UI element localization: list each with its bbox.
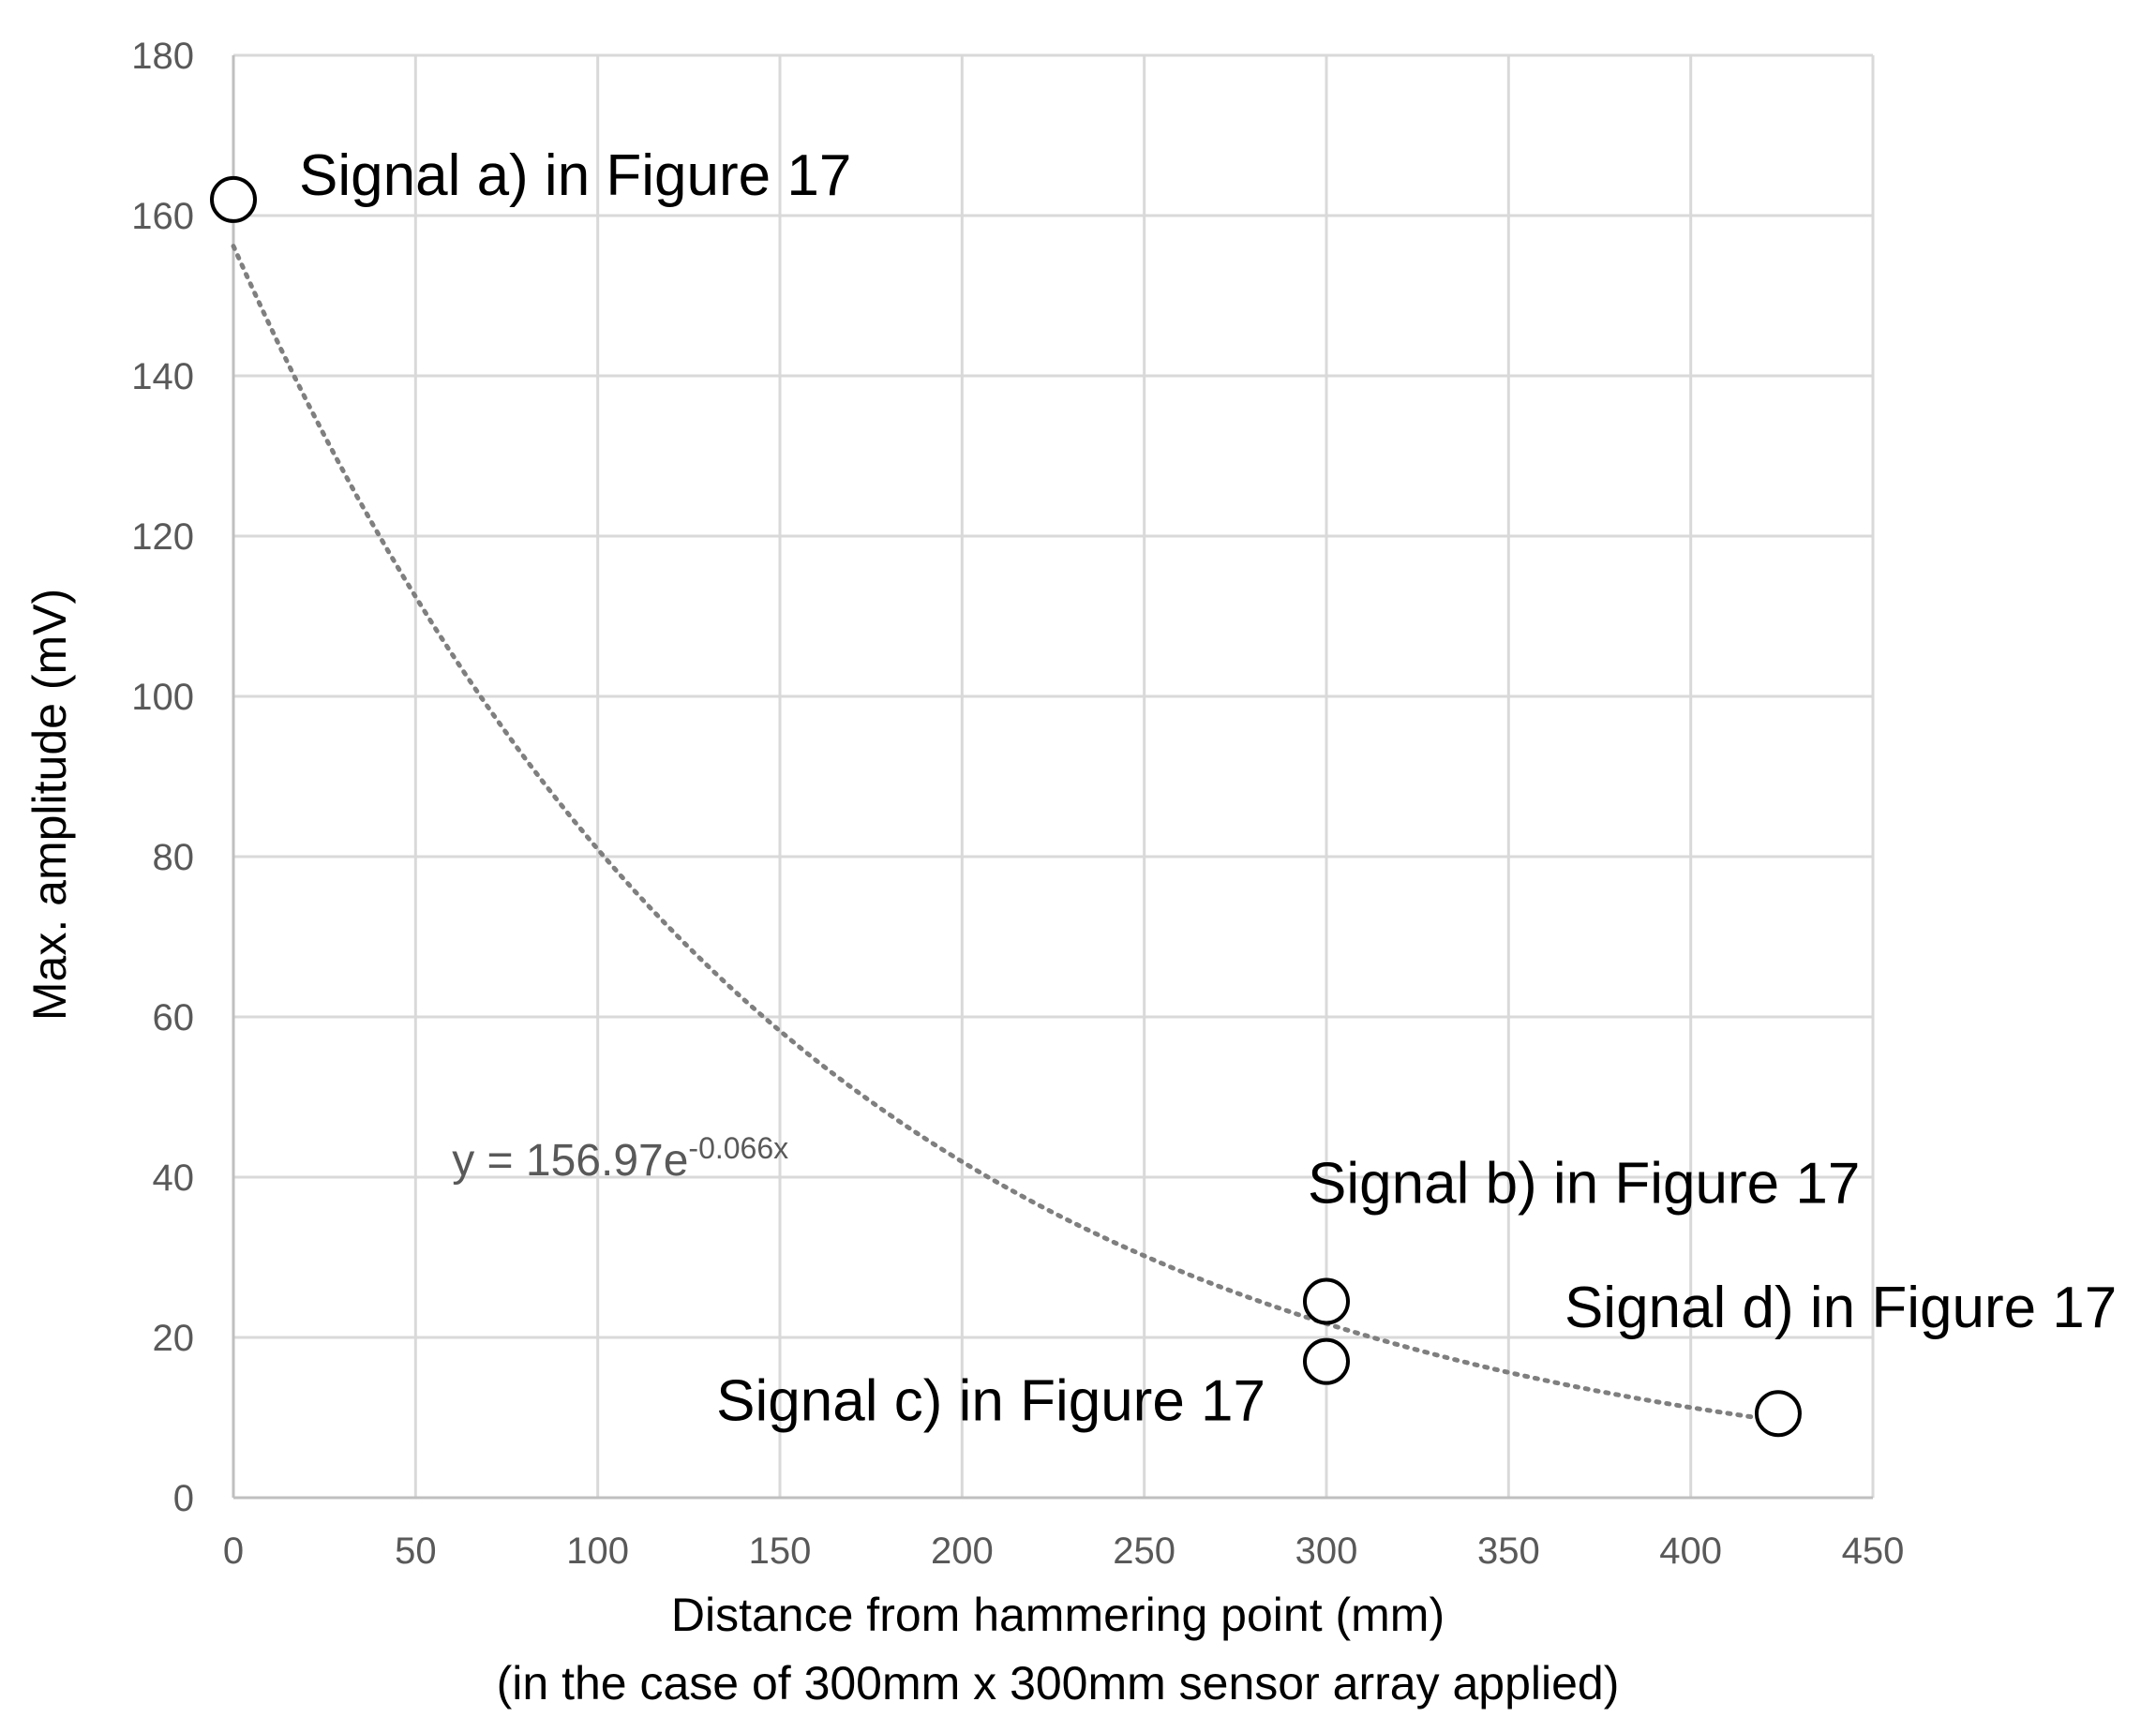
x-tick-label: 200	[931, 1530, 994, 1572]
y-tick-label: 60	[153, 997, 195, 1038]
x-tick-label: 100	[566, 1530, 629, 1572]
y-tick-labels: 0 20 40 60 80 100 120 140 160 180	[131, 36, 194, 1519]
y-tick-label: 20	[153, 1318, 195, 1359]
point-annotations: Signal a) in Figure 17 Signal b) in Figur…	[299, 143, 2117, 1434]
x-tick-label: 150	[749, 1530, 812, 1572]
y-tick-label: 80	[153, 837, 195, 878]
data-point	[1303, 1277, 1350, 1325]
x-axis-label-line-2: (in the case of 300mm x 300mm sensor arr…	[497, 1657, 1620, 1710]
trendline-equation: y = 156.97e-0.066x	[452, 1131, 788, 1186]
data-point	[1754, 1390, 1802, 1438]
data-point	[1303, 1337, 1350, 1385]
x-tick-label: 400	[1659, 1530, 1722, 1572]
x-tick-label: 300	[1295, 1530, 1358, 1572]
y-tick-label: 100	[131, 677, 194, 718]
point-label: Signal c) in Figure 17	[716, 1369, 1265, 1434]
x-tick-label: 350	[1477, 1530, 1540, 1572]
y-tick-label: 140	[131, 356, 194, 397]
point-label: Signal d) in Figure 17	[1565, 1276, 2117, 1340]
axes	[232, 55, 1873, 1500]
data-points	[210, 175, 1802, 1438]
y-axis-label: Max. amplitude (mV)	[23, 589, 76, 1021]
point-label: Signal a) in Figure 17	[299, 143, 851, 208]
point-label: Signal b) in Figure 17	[1308, 1152, 1860, 1217]
y-tick-label: 40	[153, 1157, 195, 1199]
equation-exponent: -0.066x	[688, 1131, 788, 1165]
data-point	[210, 175, 257, 223]
equation-base: y = 156.97e	[452, 1136, 688, 1186]
x-tick-labels: 0 50 100 150 200 250 300 350 400 450	[223, 1530, 1905, 1572]
x-tick-label: 450	[1842, 1530, 1905, 1572]
trendline	[231, 244, 1781, 1424]
x-tick-label: 50	[395, 1530, 437, 1572]
y-tick-label: 180	[131, 36, 194, 77]
grid-lines	[233, 53, 1875, 1498]
y-tick-label: 160	[131, 196, 194, 237]
y-tick-label: 0	[173, 1478, 194, 1519]
x-axis-label: Distance from hammering point (mm)	[671, 1589, 1445, 1641]
y-tick-label: 120	[131, 516, 194, 558]
x-tick-label: 250	[1113, 1530, 1175, 1572]
x-tick-label: 0	[223, 1530, 244, 1572]
